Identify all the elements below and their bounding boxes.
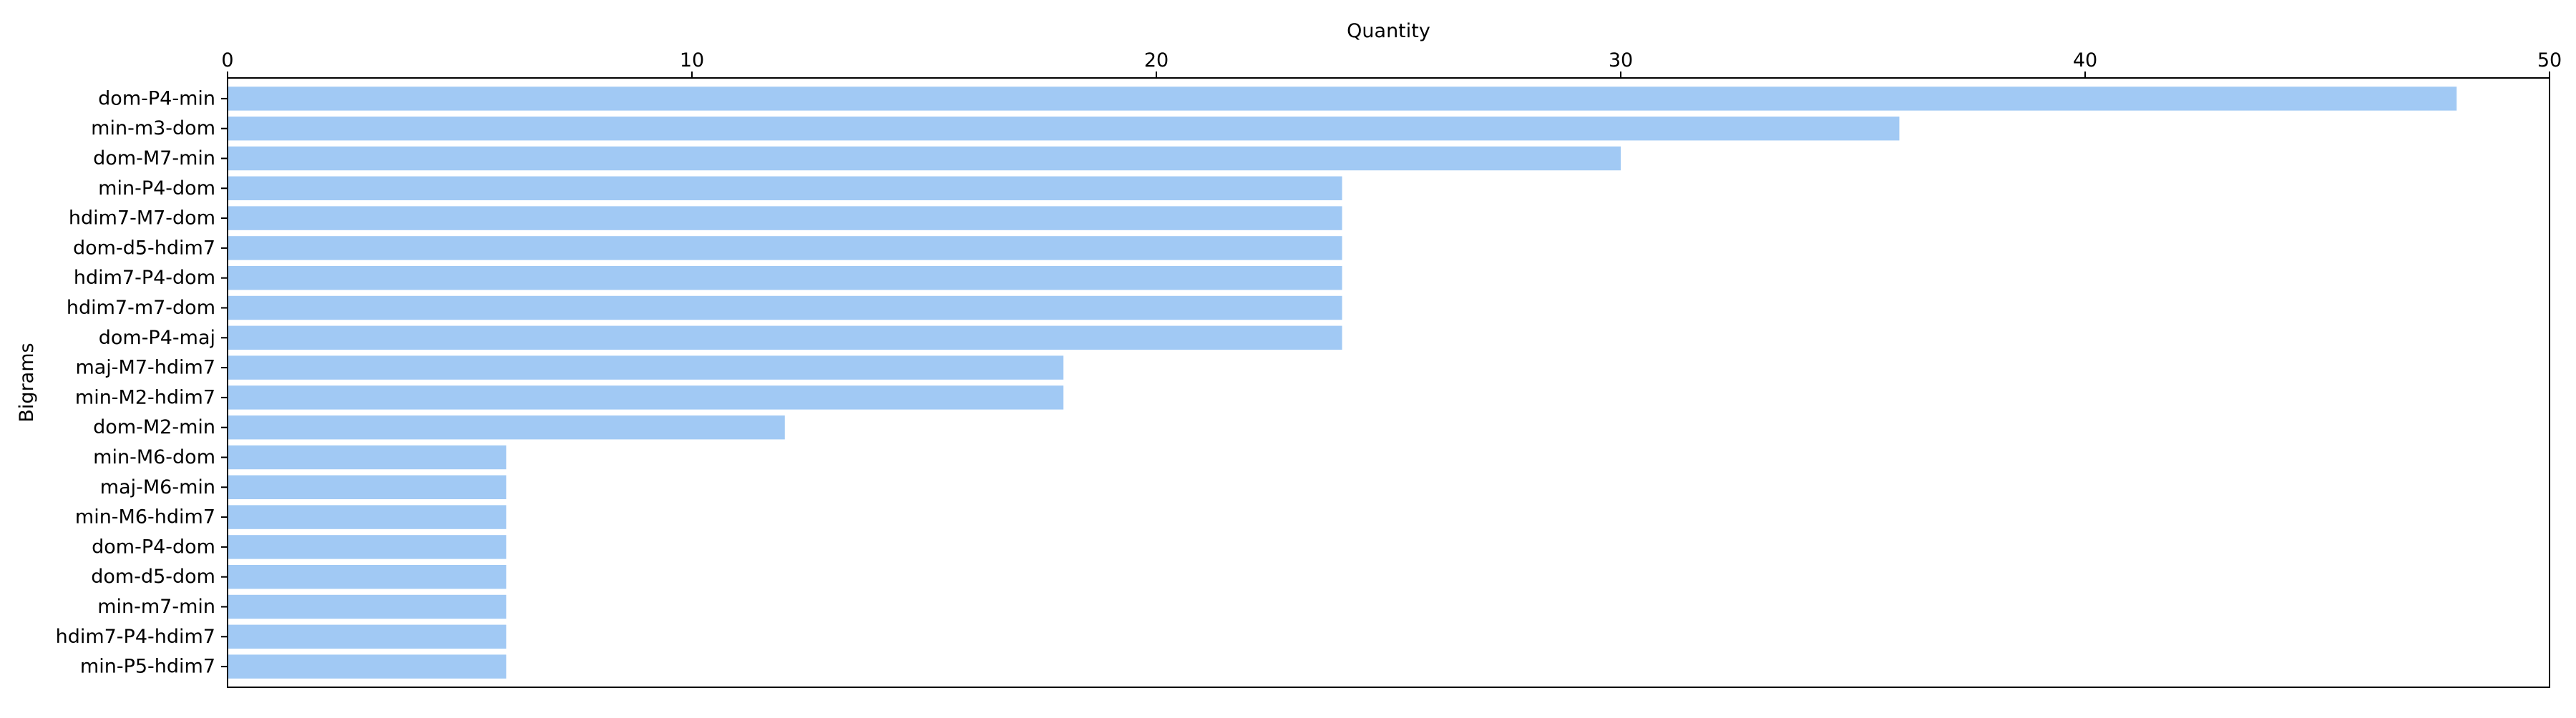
plot-area-frame <box>227 77 2550 688</box>
x-axis: 0 10 20 30 40 50 <box>221 49 2562 78</box>
x-tick-label: 40 <box>2073 49 2097 72</box>
y-tick-label: min-m7-min <box>97 596 215 618</box>
bar-maj-M7-hdim7 <box>228 355 1064 380</box>
bar-dom-P4-dom <box>228 535 507 559</box>
bar-hdim7-M7-dom <box>228 206 1342 230</box>
bar-min-P4-dom <box>228 176 1342 201</box>
y-tick-label: dom-d5-hdim7 <box>73 237 215 259</box>
y-tick-label: dom-P4-dom <box>92 536 215 558</box>
y-tick-label: min-P4-dom <box>98 177 215 200</box>
y-tick-label: min-P5-hdim7 <box>80 656 215 678</box>
y-tick-label: min-M2-hdim7 <box>75 386 215 408</box>
y-tick-label: dom-d5-dom <box>91 566 215 588</box>
bar-dom-d5-hdim7 <box>228 236 1342 260</box>
y-tick-label: hdim7-P4-hdim7 <box>56 626 215 648</box>
y-tick-label: dom-P4-min <box>98 87 215 109</box>
y-tick-label: min-m3-dom <box>91 117 215 139</box>
y-tick-label: dom-P4-maj <box>99 327 215 349</box>
bar-min-m7-min <box>228 594 507 619</box>
y-axis-label: Bigrams <box>16 343 38 422</box>
bar-dom-M7-min <box>228 146 1621 171</box>
bar-dom-M2-min <box>228 415 785 440</box>
x-tick-label: 50 <box>2537 49 2562 72</box>
x-tick-label: 0 <box>221 49 233 72</box>
bar-min-P5-hdim7 <box>228 654 507 679</box>
y-tick-label: dom-M7-min <box>93 147 215 169</box>
x-axis-label: Quantity <box>1347 20 1430 42</box>
x-tick-label: 30 <box>1609 49 1633 72</box>
bar-min-m3-dom <box>228 116 1900 141</box>
bar-hdim7-m7-dom <box>228 295 1342 320</box>
bar-hdim7-P4-hdim7 <box>228 624 507 649</box>
y-tick-label: maj-M7-hdim7 <box>75 357 215 379</box>
bar-min-M6-hdim7 <box>228 505 507 529</box>
y-tick-label: dom-M2-min <box>93 416 215 438</box>
bar-dom-P4-min <box>228 87 2457 111</box>
y-tick-label: min-M6-hdim7 <box>75 506 215 528</box>
y-axis: dom-P4-min min-m3-dom dom-M7-min min-P4-dom… <box>56 87 228 678</box>
y-tick-label: hdim7-M7-dom <box>69 207 215 230</box>
bar-min-M2-hdim7 <box>228 385 1064 410</box>
x-tick-label: 20 <box>1144 49 1169 72</box>
y-tick-label: hdim7-m7-dom <box>67 297 215 319</box>
bar-min-M6-dom <box>228 445 507 470</box>
y-tick-label: min-M6-dom <box>93 446 215 468</box>
x-tick-label: 10 <box>680 49 704 72</box>
bar-maj-M6-min <box>228 475 507 500</box>
bar-hdim7-P4-dom <box>228 265 1342 290</box>
bar-dom-d5-dom <box>228 564 507 589</box>
y-tick-label: maj-M6-min <box>100 476 215 498</box>
bars-layer <box>228 87 2457 679</box>
bar-dom-P4-maj <box>228 325 1342 350</box>
y-tick-label: hdim7-P4-dom <box>74 267 215 289</box>
